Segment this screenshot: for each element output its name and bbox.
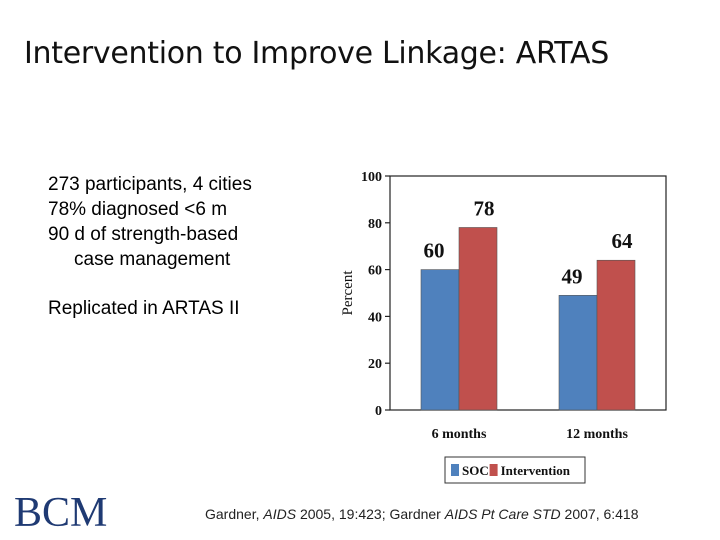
plot-frame xyxy=(389,175,667,411)
bullet-replicated: Replicated in ARTAS II xyxy=(48,298,240,319)
slide-title: Intervention to Improve Linkage: ARTAS xyxy=(24,36,609,71)
legend-swatch-soc xyxy=(451,464,459,476)
y-tick-label: 20 xyxy=(368,357,382,372)
citation: Gardner, AIDS 2005, 19:423; Gardner AIDS… xyxy=(205,506,639,522)
citation-part1: Gardner, xyxy=(205,506,264,522)
legend-label-intervention: Intervention xyxy=(501,463,571,478)
bullet-management: 90 d of strength-based xyxy=(48,224,239,245)
citation-journal2: AIDS Pt Care STD xyxy=(444,506,561,522)
y-tick-label: 40 xyxy=(368,310,382,325)
y-tick-label: 80 xyxy=(368,217,382,232)
legend-swatch-intervention xyxy=(489,464,498,476)
y-tick-label: 100 xyxy=(361,170,382,185)
citation-part2: 2005, 19:423; Gardner xyxy=(296,506,445,522)
y-tick-label: 0 xyxy=(375,404,382,419)
x-tick-label: 12 months xyxy=(566,427,628,442)
data-label: 64 xyxy=(612,229,634,253)
y-tick-label: 60 xyxy=(368,264,382,279)
bullet-list: 273 participants, 4 cities 78% diagnosed… xyxy=(48,172,252,321)
bar-soc-1 xyxy=(558,295,598,411)
bcm-logo: BCM xyxy=(14,490,107,534)
legend-box xyxy=(444,456,586,484)
data-label: 49 xyxy=(562,264,583,288)
bar-intervention-0 xyxy=(458,227,498,411)
bar-soc-0 xyxy=(420,269,460,411)
legend-label-soc: SOC xyxy=(462,463,489,478)
y-axis-label: Percent xyxy=(340,270,356,316)
bullet-management-cont: case management xyxy=(74,249,231,270)
data-label: 78 xyxy=(474,196,495,220)
citation-journal1: AIDS xyxy=(263,506,297,522)
bar-chart: 0 20 40 60 80 100 Percent 60 78 6 months 49 64 12 mo… xyxy=(340,170,667,484)
bullet-diagnosed: 78% diagnosed <6 m xyxy=(48,199,228,220)
bcm-logo-text: BCM xyxy=(14,490,107,534)
data-label: 60 xyxy=(424,239,445,263)
bullet-participants: 273 participants, 4 cities xyxy=(48,174,252,195)
citation-part3: 2007, 6:418 xyxy=(560,506,639,522)
x-tick-label: 6 months xyxy=(432,427,487,442)
bar-intervention-1 xyxy=(596,259,636,411)
